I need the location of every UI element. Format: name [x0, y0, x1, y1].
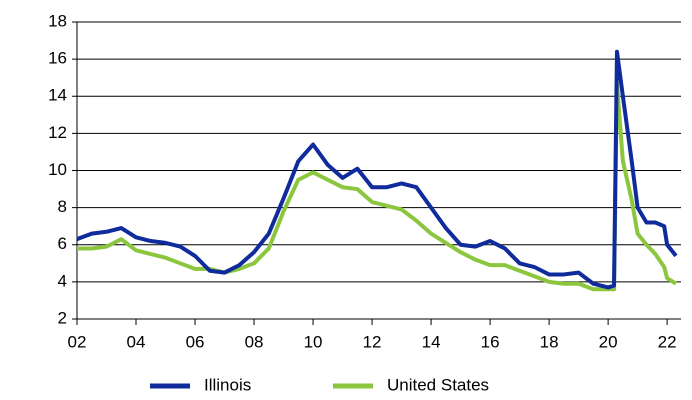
x-tick-label: 22	[658, 332, 677, 351]
x-tick-label: 08	[245, 332, 264, 351]
y-tick-label: 4	[58, 271, 67, 290]
x-tick-label: 02	[68, 332, 87, 351]
x-tick-label: 06	[186, 332, 205, 351]
y-tick-label: 6	[58, 234, 67, 253]
x-tick-label: 14	[422, 332, 441, 351]
y-tick-label: 12	[48, 123, 67, 142]
x-tick-label: 16	[481, 332, 500, 351]
x-tick-label: 12	[363, 332, 382, 351]
y-tick-label: 2	[58, 308, 67, 327]
x-tick-label: 18	[540, 332, 559, 351]
y-tick-label: 14	[48, 86, 67, 105]
y-tick-label: 10	[48, 160, 67, 179]
y-tick-label: 8	[58, 197, 67, 216]
series-line	[76, 49, 678, 290]
legend-label: Illinois	[204, 375, 251, 394]
x-tick-label: 20	[599, 332, 618, 351]
x-tick-label: 10	[304, 332, 323, 351]
legend-label: United States	[387, 375, 489, 394]
series-line	[77, 81, 678, 292]
x-tick-label: 04	[127, 332, 146, 351]
y-tick-label: 18	[48, 11, 67, 30]
y-tick-label: 16	[48, 49, 67, 68]
